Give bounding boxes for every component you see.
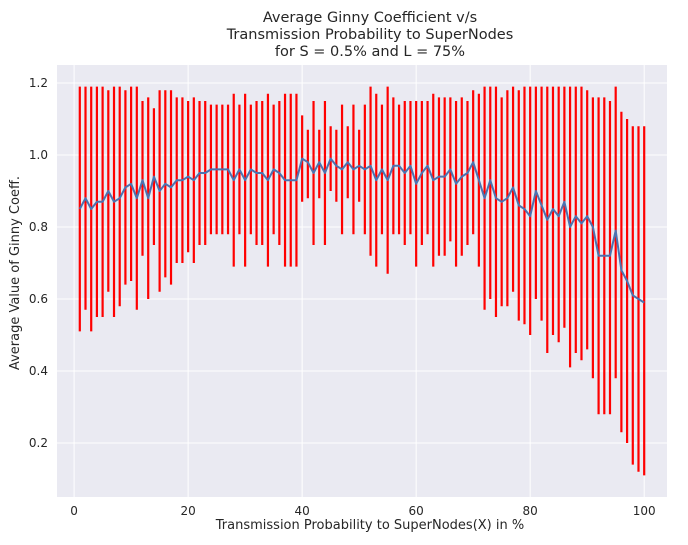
y-tick-label-5: 1.2 xyxy=(29,76,48,90)
x-tick-label-2: 40 xyxy=(294,504,309,518)
chart-title-line-2: Transmission Probability to SuperNodes xyxy=(226,27,514,43)
chart-title-line-3: for S = 0.5% and L = 75% xyxy=(275,44,465,60)
plot-area-group xyxy=(57,65,667,497)
x-tick-label-1: 20 xyxy=(180,504,195,518)
x-axis-label: Transmission Probability to SuperNodes(X… xyxy=(215,518,524,533)
y-tick-label-1: 0.4 xyxy=(29,364,48,378)
x-tick-label-3: 60 xyxy=(409,504,424,518)
y-tick-label-0: 0.2 xyxy=(29,436,48,450)
y-axis-label: Average Value of Ginny Coeff. xyxy=(8,176,23,370)
x-tick-label-0: 0 xyxy=(70,504,78,518)
x-tick-label-5: 100 xyxy=(633,504,656,518)
x-tick-label-4: 80 xyxy=(523,504,538,518)
y-tick-label-2: 0.6 xyxy=(29,292,48,306)
chart-title-line-1: Average Ginny Coefficient v/s xyxy=(263,10,477,26)
y-tick-label-3: 0.8 xyxy=(29,220,48,234)
y-tick-label-4: 1.0 xyxy=(29,148,48,162)
series-line-0 xyxy=(78,157,645,304)
